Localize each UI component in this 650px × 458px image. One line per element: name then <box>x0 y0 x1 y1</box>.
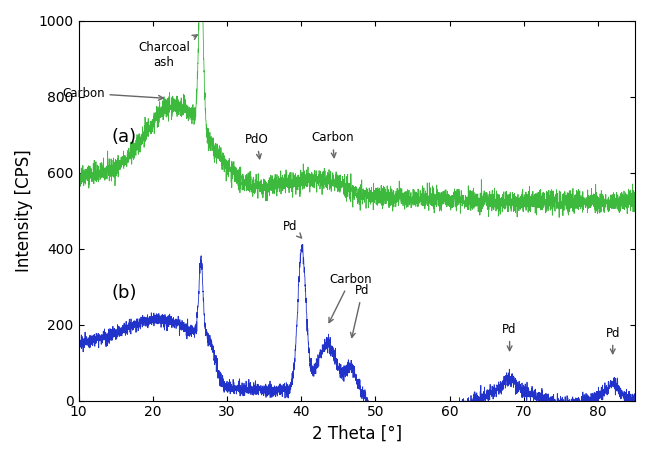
X-axis label: 2 Theta [°]: 2 Theta [°] <box>312 425 402 443</box>
Text: Charcoal
ash: Charcoal ash <box>138 35 197 69</box>
Text: (a): (a) <box>112 128 137 146</box>
Text: Carbon: Carbon <box>311 131 354 158</box>
Text: Pd: Pd <box>502 323 517 351</box>
Text: Carbon: Carbon <box>329 273 372 322</box>
Text: Pd: Pd <box>606 327 620 354</box>
Text: PdO: PdO <box>245 133 268 159</box>
Text: Carbon: Carbon <box>62 87 163 100</box>
Text: (b): (b) <box>112 284 137 302</box>
Y-axis label: Intensity [CPS]: Intensity [CPS] <box>15 149 33 272</box>
Text: Pd: Pd <box>350 284 370 338</box>
Text: Pd: Pd <box>283 219 302 238</box>
